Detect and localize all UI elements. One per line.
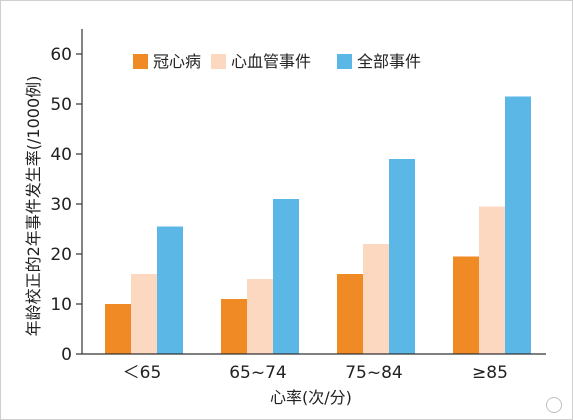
y-tick-label: 40 bbox=[50, 145, 72, 165]
bar-3-3 bbox=[389, 159, 415, 354]
y-tick-label: 0 bbox=[61, 345, 72, 365]
x-axis-title: 心率(次/分) bbox=[270, 388, 352, 407]
legend-swatch-2 bbox=[211, 54, 226, 69]
bar-1-3 bbox=[337, 274, 363, 354]
bars bbox=[105, 96, 531, 354]
bar-2-2 bbox=[247, 279, 273, 354]
bar-1-2 bbox=[221, 299, 247, 354]
watermark-logo-icon bbox=[546, 397, 562, 413]
legend-label-3: 全部事件 bbox=[357, 52, 421, 71]
y-tick-label: 20 bbox=[50, 245, 72, 265]
legend-swatch-1 bbox=[133, 54, 148, 69]
x-tick-label: ＜65 bbox=[123, 363, 162, 383]
watermark bbox=[546, 397, 562, 413]
bar-3-1 bbox=[157, 226, 183, 354]
y-axis-title: 年龄校正的2年事件发生率(/1000例) bbox=[24, 76, 43, 337]
bar-1-4 bbox=[453, 256, 479, 354]
y-tick-label: 30 bbox=[50, 195, 72, 215]
bar-3-2 bbox=[273, 199, 299, 354]
bar-3-4 bbox=[505, 96, 531, 354]
y-tick-label: 10 bbox=[50, 295, 72, 315]
legend-swatch-3 bbox=[337, 54, 352, 69]
y-axis: 0 10 20 30 40 50 60 bbox=[50, 29, 83, 365]
bar-2-4 bbox=[479, 206, 505, 354]
bar-1-1 bbox=[105, 304, 131, 354]
legend-label-1: 冠心病 bbox=[153, 52, 201, 71]
y-tick-label: 50 bbox=[50, 95, 72, 115]
x-tick-label: ≥85 bbox=[472, 363, 508, 383]
y-tick-label: 60 bbox=[50, 45, 72, 65]
bar-2-1 bbox=[131, 274, 157, 354]
legend: 冠心病 心血管事件 全部事件 bbox=[133, 52, 421, 71]
bar-2-3 bbox=[363, 244, 389, 354]
legend-label-2: 心血管事件 bbox=[231, 52, 311, 71]
x-axis: ＜65 65~74 75~84 ≥85 bbox=[82, 353, 546, 383]
x-tick-label: 75~84 bbox=[345, 363, 403, 383]
x-tick-label: 65~74 bbox=[229, 363, 287, 383]
